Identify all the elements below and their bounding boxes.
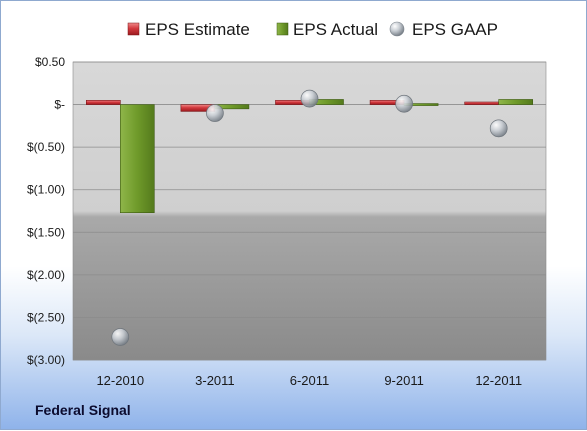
legend: EPS Estimate EPS Actual EPS GAAP — [127, 20, 498, 39]
company-name: Federal Signal — [35, 402, 131, 418]
eps-gaap-marker[interactable] — [206, 104, 224, 122]
eps-estimate-bar[interactable] — [464, 101, 500, 105]
x-axis-tick-labels: 12-2010 3-2011 6-2011 9-2011 12-2011 — [96, 373, 522, 388]
legend-estimate-label: EPS Estimate — [145, 20, 250, 39]
legend-item-estimate[interactable]: EPS Estimate — [127, 20, 250, 39]
y-tick-label: $(3.00) — [27, 353, 65, 367]
y-tick-label: $- — [54, 98, 65, 112]
y-tick-label: $(1.50) — [27, 225, 65, 239]
legend-gaap-swatch — [389, 21, 405, 37]
bars — [86, 99, 534, 214]
eps-actual-bar[interactable] — [120, 104, 155, 214]
x-tick-label: 3-2011 — [195, 373, 235, 388]
legend-gaap-label: EPS GAAP — [412, 20, 498, 39]
legend-actual-swatch — [276, 22, 289, 36]
y-tick-label: $(2.00) — [27, 268, 65, 282]
eps-actual-bar[interactable] — [498, 99, 534, 105]
legend-item-actual[interactable]: EPS Actual — [276, 20, 378, 39]
eps-gaap-marker[interactable] — [111, 328, 130, 346]
y-tick-label: $(0.50) — [27, 140, 65, 154]
x-tick-label: 6-2011 — [290, 373, 330, 388]
eps-gaap-marker[interactable] — [300, 89, 319, 108]
x-tick-label: 9-2011 — [384, 373, 424, 388]
y-tick-label: $(1.00) — [27, 183, 65, 197]
legend-actual-label: EPS Actual — [293, 20, 378, 39]
legend-item-gaap[interactable]: EPS GAAP — [389, 20, 498, 39]
gaap-markers — [111, 89, 508, 346]
y-axis-tick-labels: $0.50 $- $(0.50) $(1.00) $(1.50) $(2.00) $(2.5… — [27, 55, 65, 367]
eps-gaap-marker[interactable] — [395, 94, 413, 113]
eps-estimate-bar[interactable] — [86, 100, 121, 105]
eps-gaap-marker[interactable] — [489, 119, 508, 138]
x-tick-label: 12-2011 — [475, 373, 522, 388]
legend-estimate-swatch — [127, 22, 140, 36]
y-tick-label: $(2.50) — [27, 310, 65, 324]
y-tick-label: $0.50 — [35, 55, 65, 69]
x-tick-label: 12-2010 — [96, 373, 144, 388]
